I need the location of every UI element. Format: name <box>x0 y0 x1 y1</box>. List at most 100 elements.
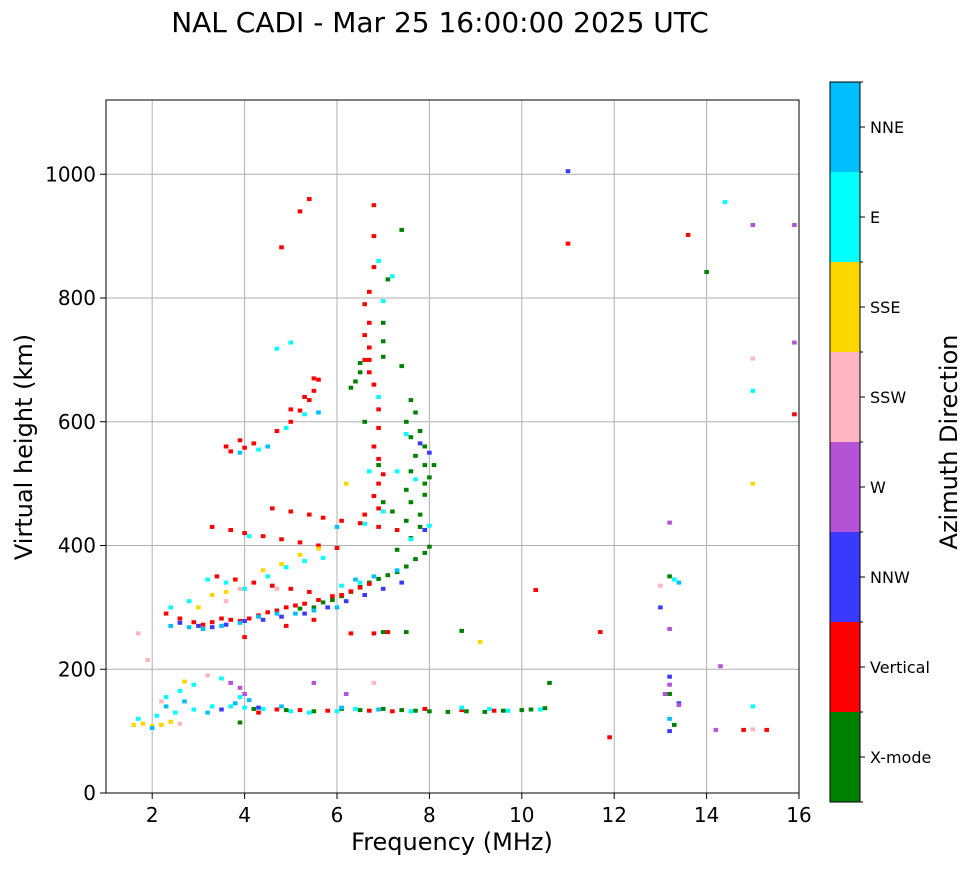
data-point-vertical <box>228 617 233 622</box>
data-point-e <box>394 469 400 474</box>
data-point-e <box>219 676 224 681</box>
data-point-vertical <box>288 419 294 424</box>
data-point-x-mode <box>408 500 414 505</box>
data-point-vertical <box>288 407 294 412</box>
data-point-x-mode <box>547 680 552 685</box>
data-point-sse <box>159 722 164 727</box>
colorbar-tick-label: SSW <box>870 388 906 407</box>
data-point-nne <box>274 611 280 616</box>
data-point-vertical <box>200 622 206 627</box>
data-point-vertical <box>371 265 377 270</box>
data-point-vertical <box>311 376 317 381</box>
data-point-vertical <box>293 603 298 608</box>
data-point-ssw <box>371 680 377 685</box>
data-point-x-mode <box>413 557 418 562</box>
data-point-nnw <box>279 614 284 619</box>
data-point-vertical <box>242 531 247 536</box>
data-point-vertical <box>376 407 381 412</box>
data-point-vertical <box>256 710 261 715</box>
data-point-e <box>505 708 511 713</box>
data-point-e <box>136 716 141 721</box>
data-point-vertical <box>367 581 372 586</box>
data-point-x-mode <box>667 574 672 579</box>
data-point-nne <box>233 701 238 706</box>
data-point-e <box>242 705 247 710</box>
data-point-vertical <box>288 509 294 514</box>
colorbar-frame <box>829 81 861 803</box>
data-point-x-mode <box>380 339 386 344</box>
data-point-e <box>380 509 386 514</box>
data-point-vertical <box>274 608 280 613</box>
data-point-x-mode <box>422 463 428 468</box>
x-tick-label: 2 <box>146 803 159 827</box>
data-point-e <box>413 477 418 482</box>
data-point-e <box>334 709 340 714</box>
data-point-x-mode <box>422 550 428 555</box>
data-point-nnw <box>260 617 266 622</box>
data-point-vertical <box>376 524 381 529</box>
data-point-w <box>667 627 672 631</box>
data-point-vertical <box>394 528 400 532</box>
data-point-e <box>376 395 381 399</box>
data-point-vertical <box>376 481 381 486</box>
data-point-vertical <box>385 630 391 635</box>
data-point-e <box>191 707 197 712</box>
data-point-vertical <box>741 727 746 732</box>
data-point-nnw <box>177 620 183 625</box>
data-point-x-mode <box>297 606 303 611</box>
data-point-nnw <box>209 625 215 630</box>
data-point-vertical <box>330 594 335 599</box>
data-point-x-mode <box>427 475 432 480</box>
colorbar-segment-x-mode <box>830 712 860 802</box>
data-point-vertical <box>362 357 367 362</box>
data-point-w <box>343 692 349 696</box>
chart-title: NAL CADI - Mar 25 16:00:00 2025 UTC <box>171 6 709 39</box>
data-point-nne <box>256 614 261 619</box>
data-point-nnw <box>422 528 428 532</box>
data-point-e <box>722 200 728 205</box>
data-point-x-mode <box>417 429 423 433</box>
data-point-w <box>676 703 682 708</box>
colorbar-tick-label: W <box>870 478 886 497</box>
data-point-vertical <box>334 546 340 550</box>
data-point-vertical <box>228 449 233 454</box>
data-point-nne <box>334 605 340 610</box>
data-point-vertical <box>260 534 266 539</box>
data-point-x-mode <box>417 524 423 529</box>
data-point-w <box>237 685 243 690</box>
data-point-vertical <box>376 456 381 461</box>
data-point-nnw <box>427 450 432 455</box>
colorbar-segment-sse <box>830 262 860 352</box>
data-point-x-mode <box>542 706 548 711</box>
data-point-nne <box>376 707 381 712</box>
data-point-x-mode <box>404 419 409 424</box>
plot-frame <box>105 99 800 794</box>
data-point-x-mode <box>408 398 414 403</box>
data-point-nne <box>246 698 252 703</box>
data-point-vertical <box>311 617 317 622</box>
data-point-vertical <box>228 528 233 532</box>
data-point-sse <box>297 552 303 557</box>
y-axis-label: Virtual height (km) <box>10 334 38 560</box>
data-point-w <box>667 682 672 687</box>
data-point-vertical <box>297 540 303 545</box>
data-point-vertical <box>307 197 312 201</box>
data-point-vertical <box>251 580 257 585</box>
data-point-vertical <box>320 515 326 520</box>
data-point-x-mode <box>380 354 386 359</box>
data-point-e <box>390 274 395 279</box>
data-point-w <box>750 223 756 227</box>
data-point-sse <box>223 589 229 594</box>
data-point-x-mode <box>404 564 409 569</box>
data-point-x-mode <box>357 361 363 365</box>
data-point-nnw <box>223 622 229 627</box>
data-point-e <box>260 706 266 711</box>
data-point-x-mode <box>672 722 677 727</box>
data-point-nnw <box>256 705 261 710</box>
data-point-x-mode <box>251 706 257 711</box>
data-point-x-mode <box>357 708 363 713</box>
data-point-e <box>177 688 183 693</box>
data-point-ssw <box>136 631 141 636</box>
data-point-vertical <box>283 623 289 628</box>
data-point-x-mode <box>482 709 488 714</box>
